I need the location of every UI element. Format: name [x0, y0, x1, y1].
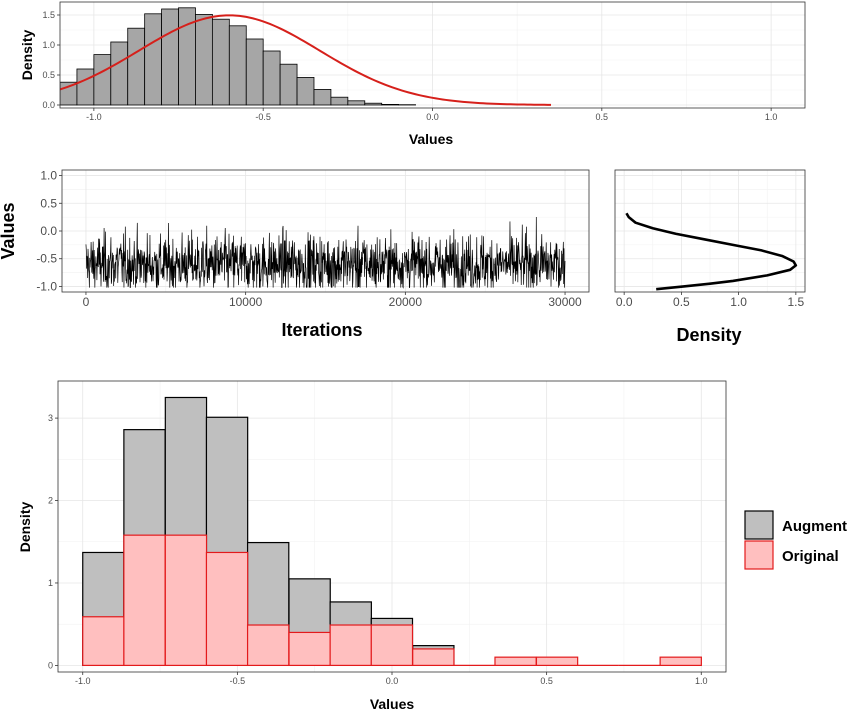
histogram-bar [347, 100, 366, 106]
histogram-bar [262, 50, 281, 106]
overlay-y-axis-title: Density [17, 502, 33, 553]
histogram-bar [381, 104, 400, 106]
side-density-x-axis-title: Density [676, 325, 741, 345]
original-bar [164, 534, 208, 667]
histogram-x-tick-label: 1.0 [765, 112, 778, 122]
overlay-x-tick-label: 1.0 [695, 676, 708, 686]
overlay-x-tick-label: -0.5 [230, 676, 246, 686]
side-density-group [625, 212, 798, 291]
original-bar [82, 616, 125, 667]
density-curve [60, 14, 552, 106]
trace-y-axis-title: Values [0, 202, 18, 259]
legend-label-original: Original [782, 548, 839, 565]
overlay-x-tick-label: -1.0 [75, 676, 91, 686]
overlay-x-tick-label: 0.5 [540, 676, 553, 686]
histogram-y-tick-label: 1.0 [42, 40, 55, 50]
side-density-x-tick-label: 1.5 [787, 295, 804, 309]
trace-y-tick-label: 1.0 [40, 169, 57, 183]
side-density-panel-border [614, 169, 806, 293]
trace-x-axis-title: Iterations [281, 320, 362, 340]
histogram-bar [228, 25, 247, 106]
trace-x-tick-label: 30000 [548, 295, 582, 309]
histogram-bar [144, 13, 162, 106]
legend-key-augment [744, 510, 774, 540]
histogram-bars [60, 7, 552, 106]
overlay-y-tick-label: 2 [48, 496, 53, 506]
histogram-y-axis-title: Density [19, 30, 35, 81]
trace-y-tick-label: 0.5 [40, 196, 57, 210]
trace-line [85, 217, 566, 289]
trace-x-tick-label: 0 [83, 295, 90, 309]
histogram-bar [127, 27, 146, 106]
histogram-y-tick-label: 0.5 [42, 70, 55, 80]
histogram-bar [245, 38, 264, 106]
side-density-x-tick-label: 0.5 [673, 295, 690, 309]
trace-y-tick-label: 0.0 [40, 224, 57, 238]
histogram-bar [330, 96, 349, 106]
original-bar [412, 648, 455, 667]
original-bar [659, 656, 702, 667]
original-bar [329, 624, 372, 667]
histogram-bar [364, 102, 383, 106]
histogram-bar [211, 18, 230, 106]
overlay-y-tick-label: 0 [48, 660, 53, 670]
overlay-x-axis-title: Values [370, 696, 415, 712]
histogram-bar [279, 63, 298, 106]
legend-label-augment: Augment [782, 518, 847, 535]
trace-y-tick-label: -1.0 [36, 279, 57, 293]
histogram-bar [161, 8, 179, 106]
histogram-x-tick-label: -1.0 [86, 112, 102, 122]
histogram-bar [313, 89, 332, 106]
histogram-y-tick-label: 1.5 [42, 10, 55, 20]
histogram-bar [76, 68, 95, 106]
histogram-bar [93, 54, 112, 106]
histogram-x-tick-label: -0.5 [255, 112, 271, 122]
original-bar [288, 631, 331, 667]
trace-y-tick-label: -0.5 [36, 252, 57, 266]
histogram-x-tick-label: 0.0 [426, 112, 439, 122]
original-bar [370, 624, 414, 667]
original-bar [535, 656, 579, 667]
side-density-x-tick-label: 1.0 [730, 295, 747, 309]
histogram-bar [110, 41, 129, 106]
histogram-x-axis-title: Values [409, 131, 454, 147]
overlay-x-tick-label: 0.0 [386, 676, 399, 686]
histogram-x-tick-label: 0.5 [596, 112, 609, 122]
overlay-y-tick-label: 1 [48, 578, 53, 588]
histogram-bar [296, 77, 315, 106]
trace-x-tick-label: 10000 [229, 295, 263, 309]
series-original-bars [82, 534, 702, 667]
histogram-bar [195, 13, 213, 106]
overlay-y-tick-label: 3 [48, 413, 53, 423]
original-bar [246, 624, 290, 667]
original-bar [123, 534, 166, 667]
side-density-curve [625, 212, 798, 291]
original-bar [205, 551, 249, 667]
original-bar [494, 656, 537, 667]
legend-key-original [744, 540, 774, 570]
trace-x-tick-label: 20000 [389, 295, 423, 309]
side-density-x-tick-label: 0.0 [616, 295, 633, 309]
histogram-y-tick-label: 0.0 [42, 100, 55, 110]
